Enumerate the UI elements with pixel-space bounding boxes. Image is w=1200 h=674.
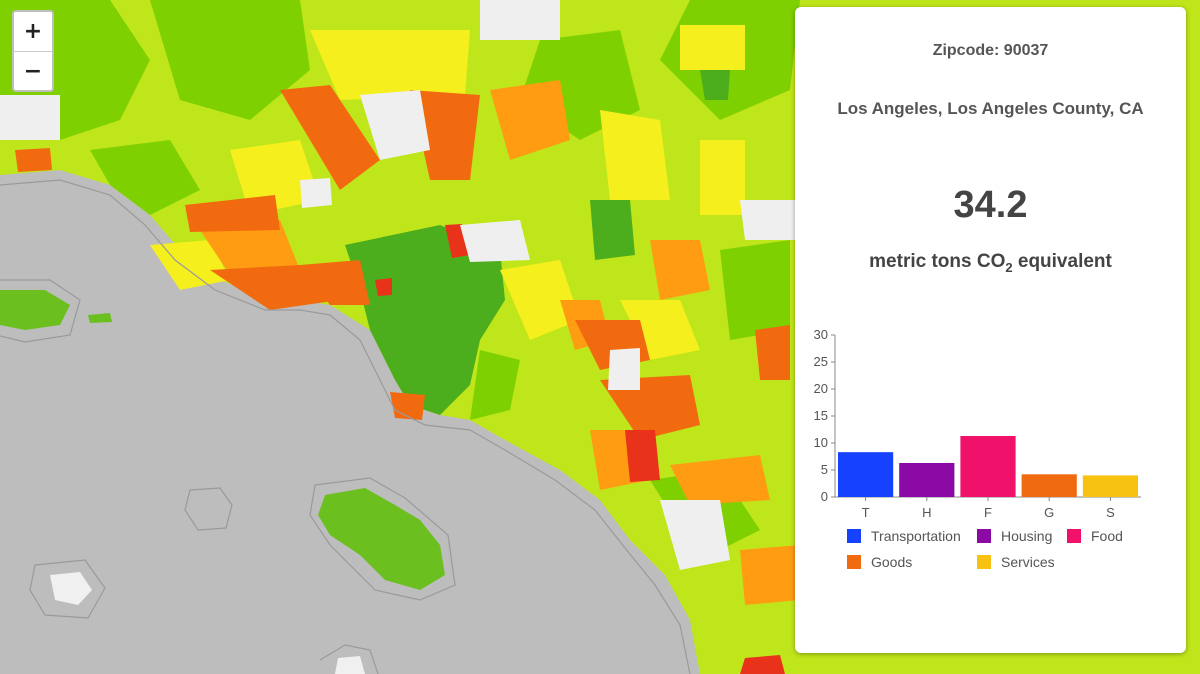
zip-region[interactable]	[150, 240, 230, 290]
zip-region[interactable]	[490, 80, 570, 160]
legend-label: Food	[1091, 528, 1123, 544]
zip-region[interactable]	[590, 200, 635, 260]
no-data-region	[0, 95, 60, 140]
zip-region[interactable]	[300, 260, 370, 305]
no-data-region	[660, 500, 730, 570]
place-name: Los Angeles, Los Angeles County, CA	[837, 99, 1144, 118]
zip-region[interactable]	[720, 240, 790, 340]
zipcode-label: Zipcode: 90037	[932, 42, 1049, 59]
emissions-unit: metric tons CO2 equivalent	[795, 251, 1186, 275]
zip-region[interactable]	[650, 240, 710, 300]
zip-region[interactable]	[345, 225, 505, 415]
zoom-in-button[interactable]: +	[14, 12, 52, 52]
y-tick-label: 30	[814, 327, 828, 342]
zip-region[interactable]	[470, 350, 520, 420]
zip-region[interactable]	[755, 325, 790, 380]
y-tick-label: 5	[821, 462, 828, 477]
zip-region[interactable]	[15, 148, 52, 172]
zip-region[interactable]	[210, 265, 340, 310]
bar[interactable]	[1021, 474, 1077, 497]
x-tick-label: H	[922, 505, 931, 520]
bar[interactable]	[1082, 475, 1138, 497]
island[interactable]	[0, 290, 70, 330]
no-data-region	[740, 200, 795, 240]
zip-region[interactable]	[740, 655, 785, 674]
legend-label: Transportation	[871, 528, 961, 544]
x-tick-label: T	[862, 505, 870, 520]
y-tick-label: 25	[814, 354, 828, 369]
zoom-out-button[interactable]: −	[23, 59, 43, 84]
no-data-region	[480, 0, 560, 40]
zip-region[interactable]	[230, 140, 320, 215]
y-tick-label: 20	[814, 381, 828, 396]
zoom-control: + −	[12, 10, 54, 92]
zip-region[interactable]	[600, 110, 670, 200]
zip-region[interactable]	[150, 0, 310, 120]
no-data-region	[360, 90, 430, 160]
legend-label: Housing	[1001, 528, 1052, 544]
legend-swatch	[1067, 529, 1081, 543]
legend-swatch	[847, 529, 861, 543]
unit-suffix: equivalent	[1012, 251, 1112, 272]
zip-region[interactable]	[700, 140, 745, 215]
y-tick-label: 15	[814, 408, 828, 423]
x-tick-label: S	[1106, 505, 1115, 520]
zip-region[interactable]	[680, 25, 745, 70]
zip-region[interactable]	[390, 392, 425, 420]
bar[interactable]	[960, 435, 1016, 497]
legend-swatch	[977, 529, 991, 543]
no-data-region	[300, 178, 332, 208]
y-tick-label: 0	[821, 489, 828, 504]
no-data-region	[608, 348, 640, 390]
legend-swatch	[847, 555, 861, 569]
zip-region[interactable]	[700, 70, 730, 100]
island[interactable]	[50, 572, 92, 605]
bar[interactable]	[899, 462, 955, 497]
island-outlines	[0, 279, 456, 674]
unit-subscript: 2	[1005, 259, 1013, 275]
island[interactable]	[318, 488, 445, 590]
zip-region[interactable]	[375, 278, 392, 296]
island[interactable]	[335, 656, 365, 674]
unit-prefix: metric tons CO	[869, 251, 1006, 272]
zip-region[interactable]	[670, 455, 770, 505]
zip-region[interactable]	[310, 30, 470, 100]
zip-region[interactable]	[620, 300, 700, 360]
legend-label: Services	[1001, 554, 1055, 570]
coastline-outlines	[0, 179, 691, 674]
x-tick-label: G	[1044, 505, 1054, 520]
info-panel: Zipcode: 90037 Los Angeles, Los Angeles …	[795, 7, 1186, 653]
zip-region[interactable]	[740, 545, 800, 605]
zip-region[interactable]	[500, 260, 580, 340]
zip-region[interactable]	[410, 90, 480, 180]
x-tick-label: F	[984, 505, 992, 520]
legend-label: Goods	[871, 554, 912, 570]
legend-swatch	[977, 555, 991, 569]
zip-region[interactable]	[600, 375, 700, 440]
total-emissions-value: 34.2	[953, 184, 1028, 226]
zip-region[interactable]	[625, 430, 660, 482]
zip-region[interactable]	[185, 195, 280, 232]
emissions-bar-chart: 0 5 10 15 20 25 30 T H F G S Transportation Housing Fo…	[814, 327, 1141, 570]
islands	[0, 290, 445, 674]
bar[interactable]	[838, 452, 894, 497]
y-tick-label: 10	[814, 435, 828, 450]
no-data-region	[460, 220, 530, 262]
zip-region[interactable]	[90, 140, 200, 215]
zip-region[interactable]	[280, 85, 380, 190]
island[interactable]	[88, 313, 112, 323]
